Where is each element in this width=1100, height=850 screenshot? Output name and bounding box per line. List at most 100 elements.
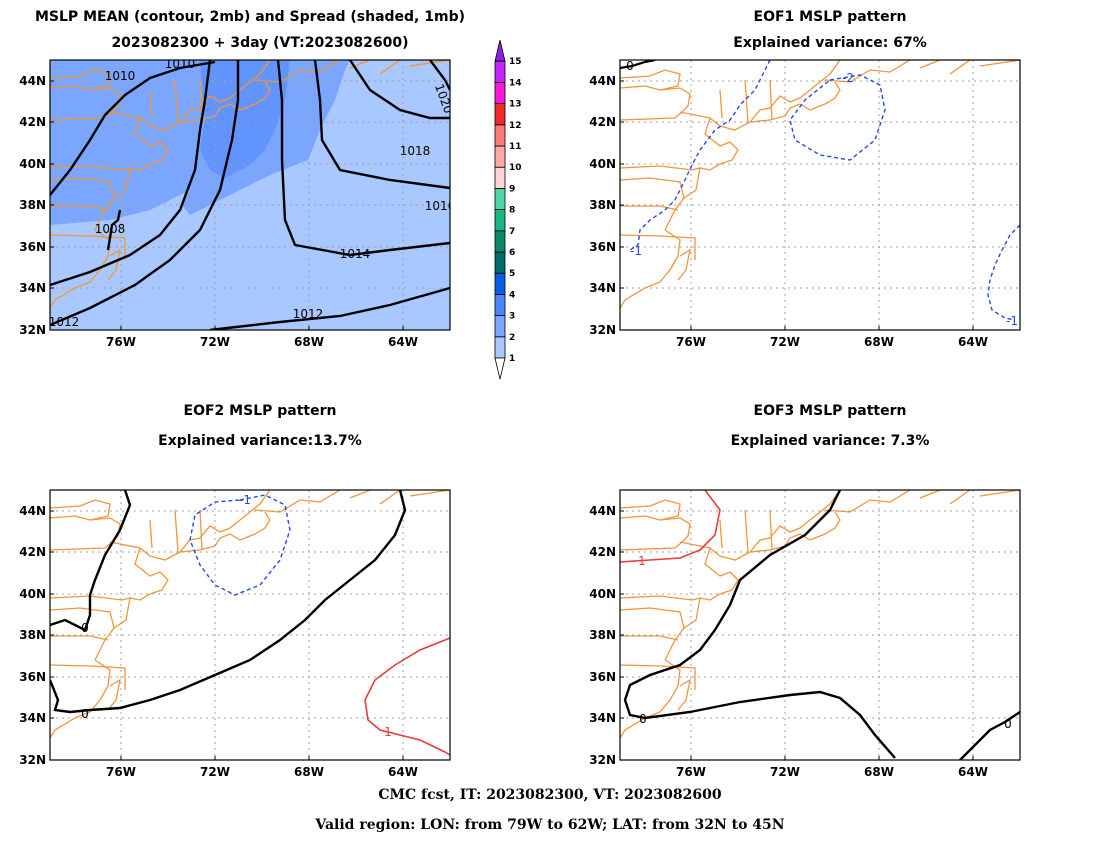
contour-label: 0 — [639, 712, 647, 726]
colorbar-label: 15 — [509, 57, 522, 67]
colorbar-label: 10 — [509, 163, 522, 173]
lon-tick-label: 72W — [200, 765, 230, 779]
lon-tick-label: 72W — [770, 335, 800, 349]
lon-tick-label: 76W — [676, 765, 706, 779]
eof2-map: -1 0 0 1 — [49, 489, 451, 761]
colorbar-swatch — [494, 336, 506, 359]
lat-tick-label: 44N — [19, 74, 46, 88]
contour-label: 1 — [384, 725, 392, 739]
colorbar-swatch — [494, 251, 506, 274]
colorbar-swatch — [494, 209, 506, 232]
lat-tick-label: 32N — [589, 323, 616, 337]
contour-label: 1008 — [95, 222, 126, 236]
contour-label: 1010 — [105, 69, 136, 83]
colorbar-swatch — [494, 82, 506, 105]
colorbar-swatch — [494, 60, 506, 83]
lat-tick-label: 32N — [589, 753, 616, 767]
lon-tick-label: 68W — [294, 765, 324, 779]
contour-label: -1 — [1006, 314, 1018, 328]
colorbar-label: 5 — [509, 269, 515, 279]
eof2-title: EOF2 MSLP pattern — [183, 403, 337, 419]
footer-forecast-info: CMC fcst, IT: 2023082300, VT: 2023082600 — [378, 787, 722, 803]
lat-tick-label: 38N — [19, 628, 46, 642]
colorbar-swatch — [494, 124, 506, 147]
colorbar-bottom-arrow — [494, 357, 506, 380]
colorbar-swatch — [494, 230, 506, 253]
footer-valid-region: Valid region: LON: from 79W to 62W; LAT:… — [315, 817, 785, 833]
colorbar-label: 14 — [509, 78, 522, 88]
lon-tick-label: 68W — [864, 335, 894, 349]
lat-tick-label: 40N — [589, 157, 616, 171]
contour-label: 1012 — [49, 315, 80, 329]
lat-tick-label: 40N — [19, 157, 46, 171]
lon-tick-label: 64W — [388, 765, 418, 779]
lat-tick-label: 42N — [589, 115, 616, 129]
contour-label: 1018 — [400, 144, 431, 158]
colorbar-top-arrow — [494, 39, 506, 62]
map-frame — [49, 489, 451, 761]
eof2-subtitle: Explained variance:13.7% — [158, 433, 362, 449]
lon-tick-label: 64W — [958, 335, 988, 349]
lat-tick-label: 36N — [19, 240, 46, 254]
lat-tick-label: 38N — [589, 628, 616, 642]
mean-map: 1010 1010 1020 1018 1016 1008 1014 1012 … — [49, 57, 451, 331]
colorbar-label: 4 — [509, 290, 515, 300]
colorbar-label: 2 — [509, 333, 515, 343]
contour-label: -1 — [630, 244, 642, 258]
contour-label: 0 — [81, 707, 89, 721]
contour-label: -2 — [842, 71, 854, 85]
lat-tick-label: 40N — [19, 587, 46, 601]
lat-tick-label: 42N — [19, 545, 46, 559]
colorbar-swatch — [494, 315, 506, 338]
colorbar-label: 11 — [509, 142, 522, 152]
contour-label: 1010 — [165, 57, 196, 71]
colorbar-swatch — [494, 103, 506, 126]
map-frame — [619, 59, 1021, 331]
lat-tick-label: 44N — [589, 504, 616, 518]
colorbar-swatch — [494, 187, 506, 210]
lon-tick-label: 64W — [958, 765, 988, 779]
lon-tick-label: 68W — [294, 335, 324, 349]
spread-shade-level-4 — [200, 60, 290, 178]
colorbar-label: 13 — [509, 100, 522, 110]
colorbar-label: 6 — [509, 248, 515, 258]
map-frame — [619, 489, 1021, 761]
lon-tick-label: 68W — [864, 765, 894, 779]
mean-title: MSLP MEAN (contour, 2mb) and Spread (sha… — [35, 9, 465, 25]
contour-label: 1012 — [293, 307, 324, 321]
colorbar-label: 8 — [509, 206, 515, 216]
colorbar-label: 3 — [509, 312, 515, 322]
lat-tick-label: 36N — [589, 240, 616, 254]
lon-tick-label: 76W — [676, 335, 706, 349]
mean-subtitle: 2023082300 + 3day (VT:2023082600) — [111, 35, 409, 51]
lat-tick-label: 38N — [19, 198, 46, 212]
lat-tick-label: 34N — [19, 281, 46, 295]
lon-tick-label: 76W — [106, 335, 136, 349]
lat-tick-label: 38N — [589, 198, 616, 212]
colorbar-swatch — [494, 293, 506, 316]
colorbar-swatch — [494, 272, 506, 295]
colorbar-label: 9 — [509, 184, 515, 194]
eof3-subtitle: Explained variance: 7.3% — [730, 433, 930, 449]
lon-tick-label: 72W — [200, 335, 230, 349]
lat-tick-label: 32N — [19, 323, 46, 337]
eof3-map: 1 0 0 — [619, 489, 1021, 761]
eof1-subtitle: Explained variance: 67% — [733, 35, 927, 51]
contour-label: 0 — [626, 59, 634, 73]
contour-label: -1 — [239, 493, 251, 507]
eof1-map: 0 -2 -1 -1 — [619, 59, 1021, 331]
lon-tick-label: 76W — [106, 765, 136, 779]
eof3-title: EOF3 MSLP pattern — [753, 403, 907, 419]
eof1-title: EOF1 MSLP pattern — [753, 9, 907, 25]
colorbar-swatch — [494, 145, 506, 168]
colorbar-label: 12 — [509, 121, 522, 131]
colorbar-swatch — [494, 166, 506, 189]
lon-tick-label: 64W — [388, 335, 418, 349]
lat-tick-label: 42N — [589, 545, 616, 559]
lat-tick-label: 42N — [19, 115, 46, 129]
colorbar-label: 1 — [509, 354, 515, 364]
contour-label: 1014 — [340, 247, 371, 261]
lat-tick-label: 40N — [589, 587, 616, 601]
